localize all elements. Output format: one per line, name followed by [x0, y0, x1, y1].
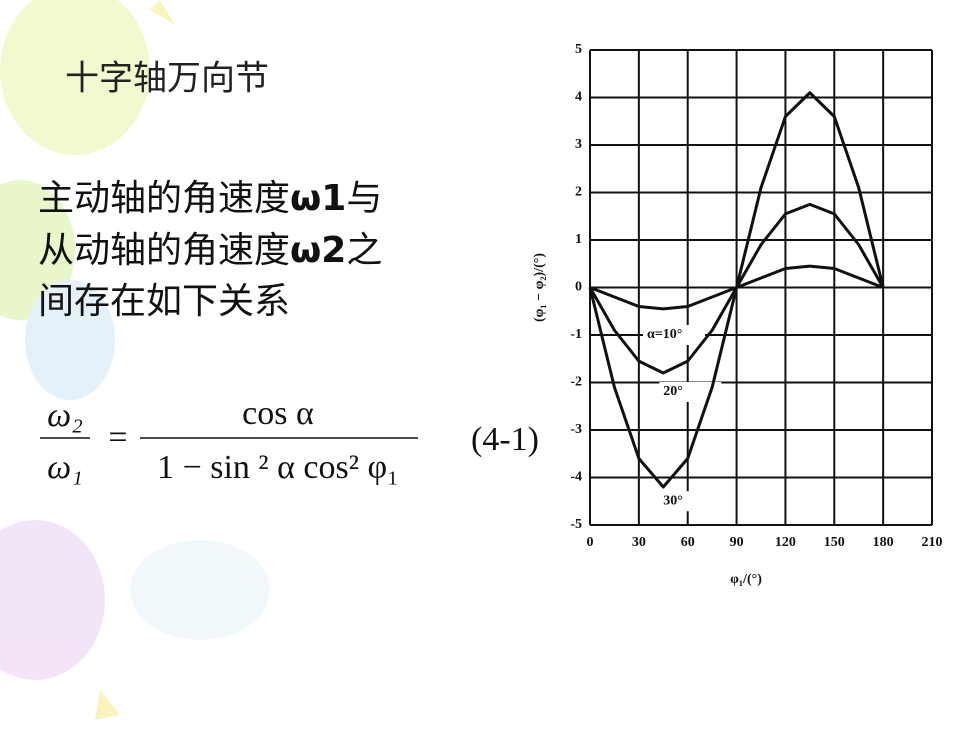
series-label: 20°	[663, 384, 683, 399]
background-balloons	[0, 0, 270, 720]
x-tick-label: 150	[824, 535, 845, 550]
x-tick-label: 120	[775, 535, 796, 550]
series-label: 30°	[663, 493, 683, 508]
label-box	[643, 325, 705, 345]
text: 从动轴的角速度	[38, 230, 290, 271]
y-tick-label: 2	[575, 185, 582, 200]
body-line: 从动轴的角速度ω2之	[38, 230, 382, 271]
y-tick-label: 4	[575, 90, 582, 105]
series-label: α=10°	[647, 327, 682, 342]
symbol: ω1	[290, 178, 346, 219]
series-line	[588, 91, 885, 489]
x-tick-label: 210	[922, 535, 943, 550]
text: 与	[346, 178, 382, 219]
formula-part: cos α	[242, 395, 314, 432]
x-tick-label: 60	[681, 535, 695, 550]
x-tick-label: 180	[873, 535, 894, 550]
formula-part: =	[108, 419, 127, 456]
symbol: ω2	[290, 230, 346, 271]
label-box	[659, 491, 722, 512]
y-tick-label: -3	[570, 422, 582, 437]
x-axis-label: φ₁/(°)	[730, 572, 762, 587]
slide-title: 十字轴万向节	[65, 59, 269, 99]
body-line: 间存在如下关系	[38, 281, 290, 322]
confetti	[95, 690, 120, 720]
y-tick-label: 0	[575, 280, 582, 295]
confetti	[150, 0, 175, 25]
balloon	[0, 520, 105, 680]
balloon	[25, 280, 115, 400]
formula-part: ω₁	[47, 449, 83, 486]
chart: -5 -4 -3 -2 -1 0 1 2 3 4 5 0 30 60 90 120 150 180 210 φ₁/(°…	[532, 42, 942, 587]
y-axis-label: (φ₁ − φ₂)/(°)	[532, 253, 547, 322]
x-tick-label: 0	[587, 535, 594, 550]
y-tick-label: -2	[570, 375, 582, 390]
body-line: 主动轴的角速度ω1与	[38, 178, 382, 219]
body-text: 主动轴的角速度ω1与 从动轴的角速度ω2之 间存在如下关系	[38, 178, 382, 322]
label-box	[659, 382, 722, 402]
balloon	[130, 540, 270, 640]
text: 间存在如下关系	[38, 281, 290, 322]
equation-number: (4-1)	[471, 421, 539, 458]
y-tick-label: 5	[575, 42, 582, 57]
x-tick-label: 30	[632, 535, 646, 550]
y-tick-label: -1	[570, 327, 582, 342]
formula: ω₂ ω₁ = cos α 1 − sin ² α cos² φ₁ (4-1)	[40, 395, 539, 486]
text: 主动轴的角速度	[38, 178, 290, 219]
formula-part: ω₂	[47, 397, 83, 434]
balloon	[0, 0, 150, 155]
y-tick-label: -4	[570, 470, 582, 485]
y-tick-label: 3	[575, 137, 582, 152]
x-tick-label: 90	[730, 535, 744, 550]
text: 之	[346, 230, 382, 271]
formula-part: 1 − sin ² α cos² φ₁	[157, 449, 399, 486]
y-tick-label: 1	[575, 232, 582, 247]
y-tick-label: -5	[570, 517, 582, 532]
